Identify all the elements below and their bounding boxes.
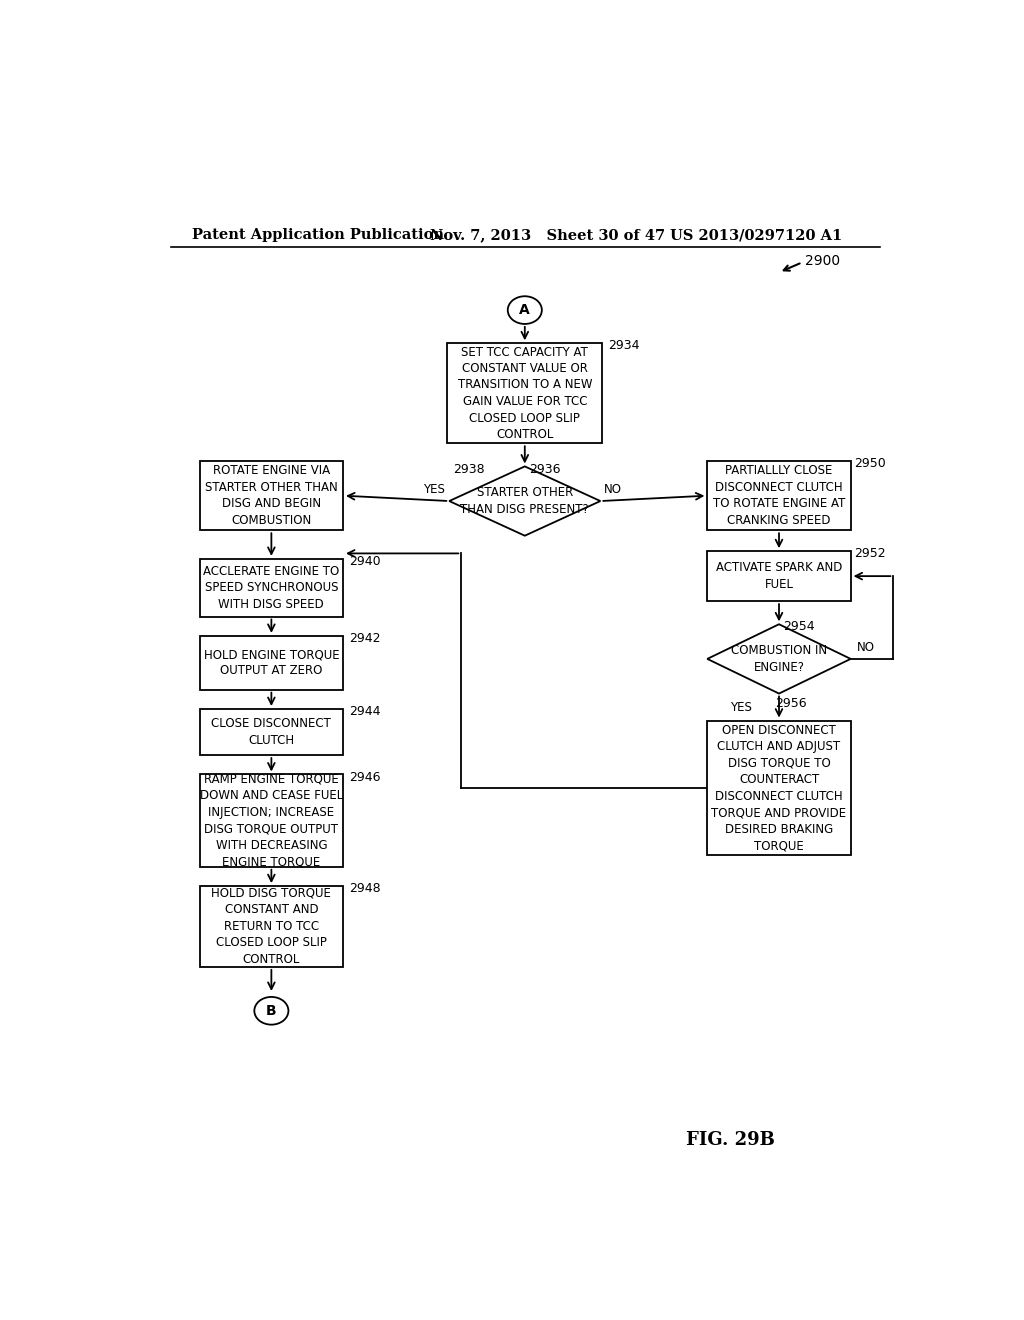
Text: Patent Application Publication: Patent Application Publication: [191, 228, 443, 243]
Text: US 2013/0297120 A1: US 2013/0297120 A1: [671, 228, 843, 243]
Text: 2942: 2942: [349, 632, 381, 645]
Bar: [200, 636, 343, 689]
Text: 2940: 2940: [349, 554, 381, 568]
Text: 2950: 2950: [855, 457, 887, 470]
Text: 2936: 2936: [528, 462, 560, 475]
Ellipse shape: [254, 997, 289, 1024]
Polygon shape: [708, 624, 851, 693]
Text: RAMP ENGINE TORQUE
DOWN AND CEASE FUEL
INJECTION; INCREASE
DISG TORQUE OUTPUT
WI: RAMP ENGINE TORQUE DOWN AND CEASE FUEL I…: [200, 772, 343, 869]
Text: Nov. 7, 2013   Sheet 30 of 47: Nov. 7, 2013 Sheet 30 of 47: [430, 228, 666, 243]
Bar: [200, 461, 343, 531]
Text: 2956: 2956: [775, 697, 807, 710]
Text: COMBUSTION IN
ENGINE?: COMBUSTION IN ENGINE?: [731, 644, 827, 673]
Text: YES: YES: [730, 701, 752, 714]
Bar: [200, 709, 343, 755]
Text: 2946: 2946: [349, 771, 381, 784]
Bar: [447, 343, 602, 444]
Text: STARTER OTHER
THAN DISG PRESENT?: STARTER OTHER THAN DISG PRESENT?: [461, 486, 589, 516]
Text: NO: NO: [857, 640, 874, 653]
Text: ACTIVATE SPARK AND
FUEL: ACTIVATE SPARK AND FUEL: [716, 561, 842, 591]
Text: FIG. 29B: FIG. 29B: [686, 1131, 775, 1150]
Text: 2900: 2900: [805, 253, 840, 268]
Bar: [708, 461, 851, 531]
Text: A: A: [519, 304, 530, 317]
Text: 2938: 2938: [453, 462, 484, 475]
Text: YES: YES: [424, 483, 445, 496]
Text: NO: NO: [604, 483, 623, 496]
Bar: [708, 721, 851, 855]
Text: ACCLERATE ENGINE TO
SPEED SYNCHRONOUS
WITH DISG SPEED: ACCLERATE ENGINE TO SPEED SYNCHRONOUS WI…: [203, 565, 340, 611]
Ellipse shape: [508, 296, 542, 323]
Text: 2944: 2944: [349, 705, 381, 718]
Text: B: B: [266, 1003, 276, 1018]
Text: 2948: 2948: [349, 882, 381, 895]
Text: 2952: 2952: [855, 548, 886, 560]
Bar: [708, 552, 851, 601]
Bar: [200, 886, 343, 966]
Bar: [200, 558, 343, 616]
Text: PARTIALLLY CLOSE
DISCONNECT CLUTCH
TO ROTATE ENGINE AT
CRANKING SPEED: PARTIALLLY CLOSE DISCONNECT CLUTCH TO RO…: [713, 465, 845, 527]
Text: 2954: 2954: [783, 620, 814, 634]
Text: SET TCC CAPACITY AT
CONSTANT VALUE OR
TRANSITION TO A NEW
GAIN VALUE FOR TCC
CLO: SET TCC CAPACITY AT CONSTANT VALUE OR TR…: [458, 346, 592, 441]
Bar: [200, 775, 343, 867]
Text: 2934: 2934: [608, 339, 640, 352]
Text: HOLD DISG TORQUE
CONSTANT AND
RETURN TO TCC
CLOSED LOOP SLIP
CONTROL: HOLD DISG TORQUE CONSTANT AND RETURN TO …: [211, 887, 332, 966]
Text: OPEN DISCONNECT
CLUTCH AND ADJUST
DISG TORQUE TO
COUNTERACT
DISCONNECT CLUTCH
TO: OPEN DISCONNECT CLUTCH AND ADJUST DISG T…: [712, 723, 847, 853]
Text: CLOSE DISCONNECT
CLUTCH: CLOSE DISCONNECT CLUTCH: [211, 717, 332, 747]
Polygon shape: [450, 466, 600, 536]
Text: ROTATE ENGINE VIA
STARTER OTHER THAN
DISG AND BEGIN
COMBUSTION: ROTATE ENGINE VIA STARTER OTHER THAN DIS…: [205, 465, 338, 527]
Text: HOLD ENGINE TORQUE
OUTPUT AT ZERO: HOLD ENGINE TORQUE OUTPUT AT ZERO: [204, 648, 339, 677]
